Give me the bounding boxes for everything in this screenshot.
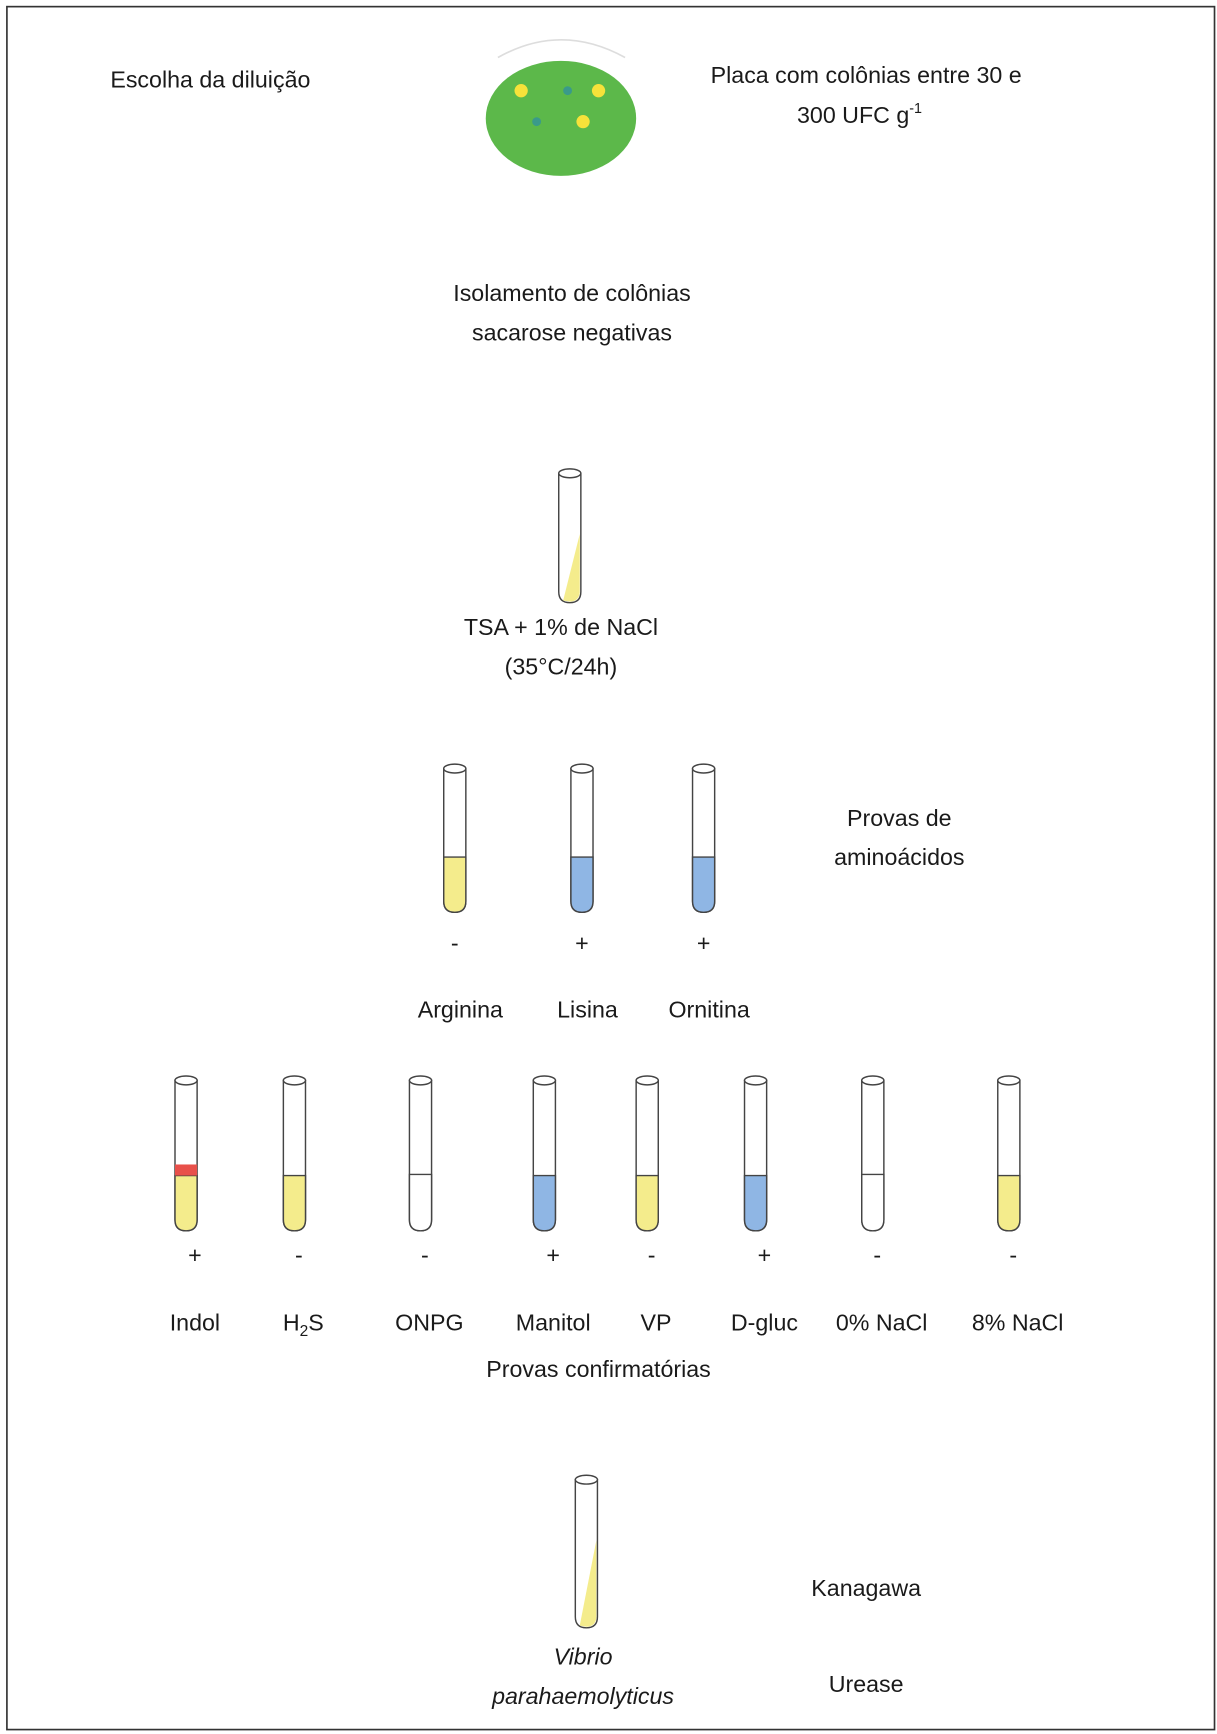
name-part: Manitol bbox=[516, 1309, 591, 1335]
name-part: S bbox=[308, 1309, 324, 1335]
tube-mouth bbox=[409, 1076, 431, 1085]
tube-mouth bbox=[175, 1076, 197, 1085]
tube-medium bbox=[862, 1174, 884, 1230]
tube-mouth bbox=[693, 764, 715, 773]
name-part: 0% NaCl bbox=[836, 1309, 928, 1335]
test-sign: - bbox=[1009, 1242, 1017, 1268]
confirm-label: Provas confirmatórias bbox=[486, 1356, 711, 1382]
amino-label: Provas de bbox=[847, 805, 952, 831]
test-sign: + bbox=[758, 1242, 772, 1268]
unit: 300 UFC g bbox=[797, 102, 909, 128]
test-name: Ornitina bbox=[668, 996, 749, 1022]
tsa-label: (35°C/24h) bbox=[505, 654, 618, 680]
test-name: H2S bbox=[283, 1309, 324, 1340]
tube-medium bbox=[693, 857, 715, 912]
test-name: 8% NaCl bbox=[972, 1309, 1064, 1335]
tube-mouth bbox=[636, 1076, 658, 1085]
test-sign: - bbox=[295, 1242, 303, 1268]
test-sign: + bbox=[575, 930, 589, 956]
name-part: H bbox=[283, 1309, 300, 1335]
tube-medium bbox=[444, 857, 466, 912]
tube-mouth bbox=[862, 1076, 884, 1085]
tube-medium bbox=[998, 1176, 1020, 1231]
plate-left-label: Escolha da diluição bbox=[110, 66, 310, 92]
test-sign: - bbox=[873, 1242, 881, 1268]
colony bbox=[576, 115, 589, 128]
diagram: Escolha da diluição Placa com colônias e… bbox=[0, 0, 1217, 1734]
plate-right-label: 300 UFC g-1 bbox=[797, 101, 922, 128]
test-sign: - bbox=[648, 1242, 656, 1268]
plate-right-label: Placa com colônias entre 30 e bbox=[711, 62, 1022, 88]
isolation-label: Isolamento de colônias bbox=[453, 280, 691, 306]
tube-mouth bbox=[283, 1076, 305, 1085]
colony bbox=[515, 84, 528, 97]
tube-medium bbox=[533, 1176, 555, 1231]
test-name: Lisina bbox=[557, 996, 618, 1022]
test-sign: - bbox=[421, 1242, 429, 1268]
tube-mouth bbox=[571, 764, 593, 773]
isolation-label: sacarose negativas bbox=[472, 320, 672, 346]
test-sign: - bbox=[451, 930, 459, 956]
kanagawa-label: Kanagawa bbox=[811, 1575, 921, 1601]
test-sign: + bbox=[546, 1242, 560, 1268]
test-name: Arginina bbox=[418, 996, 503, 1022]
unit-sup: -1 bbox=[909, 101, 922, 117]
amino-label: aminoácidos bbox=[834, 844, 964, 870]
test-name: VP bbox=[641, 1309, 672, 1335]
name-part: D-gluc bbox=[731, 1309, 798, 1335]
tube-mouth bbox=[444, 764, 466, 773]
tube-medium bbox=[636, 1176, 658, 1231]
name-part: ONPG bbox=[395, 1309, 463, 1335]
tube-medium bbox=[409, 1174, 431, 1230]
tube-mouth bbox=[533, 1076, 555, 1085]
tube-mouth bbox=[559, 469, 581, 478]
tube-medium bbox=[175, 1176, 197, 1231]
test-name: D-gluc bbox=[731, 1309, 798, 1335]
colony bbox=[592, 84, 605, 97]
tube-mouth bbox=[998, 1076, 1020, 1085]
test-sign: + bbox=[697, 930, 711, 956]
tube-medium bbox=[745, 1176, 767, 1231]
name-part: VP bbox=[641, 1309, 672, 1335]
plate-lid bbox=[498, 40, 625, 58]
test-sign: + bbox=[188, 1242, 202, 1268]
tube-medium bbox=[283, 1176, 305, 1231]
name-sub: 2 bbox=[300, 1323, 309, 1340]
tube-band bbox=[175, 1164, 197, 1175]
test-name: Indol bbox=[170, 1309, 220, 1335]
frame bbox=[7, 7, 1215, 1730]
colony bbox=[532, 117, 541, 126]
urease-label: Urease bbox=[829, 1671, 904, 1697]
tube-medium bbox=[571, 857, 593, 912]
tsa-label: TSA + 1% de NaCl bbox=[464, 614, 658, 640]
colony bbox=[563, 86, 572, 95]
test-name: ONPG bbox=[395, 1309, 463, 1335]
test-name: 0% NaCl bbox=[836, 1309, 928, 1335]
result-species: parahaemolyticus bbox=[491, 1683, 674, 1709]
result-genus: Vibrio bbox=[554, 1643, 613, 1669]
name-part: Indol bbox=[170, 1309, 220, 1335]
tube-mouth bbox=[575, 1475, 597, 1484]
test-name: Manitol bbox=[516, 1309, 591, 1335]
tube-mouth bbox=[745, 1076, 767, 1085]
plate bbox=[486, 61, 636, 176]
name-part: 8% NaCl bbox=[972, 1309, 1064, 1335]
